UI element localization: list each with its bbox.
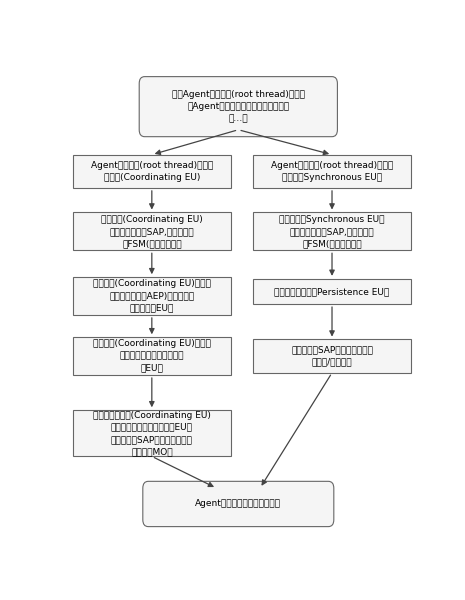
Text: 接收到协调单元(Coordinating EU)
的启动事件后，执行单元（EU）
通过自身的SAP注册网络中的管
理对象（MO）: 接收到协调单元(Coordinating EU) 的启动事件后，执行单元（EU）…	[93, 410, 211, 456]
Text: 协调单元(Coordinating EU)发送启
动事件到已创建的执行单元
（EU）: 协调单元(Coordinating EU)发送启 动事件到已创建的执行单元 （E…	[93, 340, 211, 373]
FancyBboxPatch shape	[73, 337, 231, 375]
FancyBboxPatch shape	[73, 277, 231, 315]
FancyBboxPatch shape	[253, 279, 411, 304]
Text: 创建持久化单元（Persistence EU）: 创建持久化单元（Persistence EU）	[274, 287, 390, 296]
Text: 协调单元(Coordinating EU)创建各
种执行单元池（AEP)以及相应的
执行单元（EU）: 协调单元(Coordinating EU)创建各 种执行单元池（AEP)以及相应…	[93, 280, 211, 313]
Text: 启动Agent的根线程(root thread)，初始
化Agent的数据结构（数，队列，信号
灯…）: 启动Agent的根线程(root thread)，初始 化Agent的数据结构（…	[172, 90, 305, 123]
FancyBboxPatch shape	[253, 340, 411, 373]
Text: 协调单元(Coordinating EU)
创建自身的内部SAP,初始化本身
的FSM(有限状态机）: 协调单元(Coordinating EU) 创建自身的内部SAP,初始化本身 的…	[101, 215, 203, 248]
FancyBboxPatch shape	[73, 410, 231, 457]
Text: Agent开始处理来自系统的请求: Agent开始处理来自系统的请求	[195, 499, 281, 508]
FancyBboxPatch shape	[139, 77, 338, 137]
FancyBboxPatch shape	[73, 212, 231, 250]
Text: Agent的根线程(root thread)创建同
步单元（Synchronous EU）: Agent的根线程(root thread)创建同 步单元（Synchronou…	[271, 161, 393, 182]
Text: 同步单元（Synchronous EU）
创建自身的内部SAP,初始化本身
的FSM(有限状态机）: 同步单元（Synchronous EU） 创建自身的内部SAP,初始化本身 的F…	[279, 215, 385, 248]
FancyBboxPatch shape	[253, 155, 411, 188]
FancyBboxPatch shape	[253, 212, 411, 250]
Text: Agent的根线程(root thread)创建协
调单元(Coordinating EU): Agent的根线程(root thread)创建协 调单元(Coordinati…	[91, 161, 213, 182]
FancyBboxPatch shape	[143, 481, 334, 527]
FancyBboxPatch shape	[73, 155, 231, 188]
Text: 创建自身的SAP并等待来自网元
的锁定/解锁请求: 创建自身的SAP并等待来自网元 的锁定/解锁请求	[291, 346, 373, 367]
